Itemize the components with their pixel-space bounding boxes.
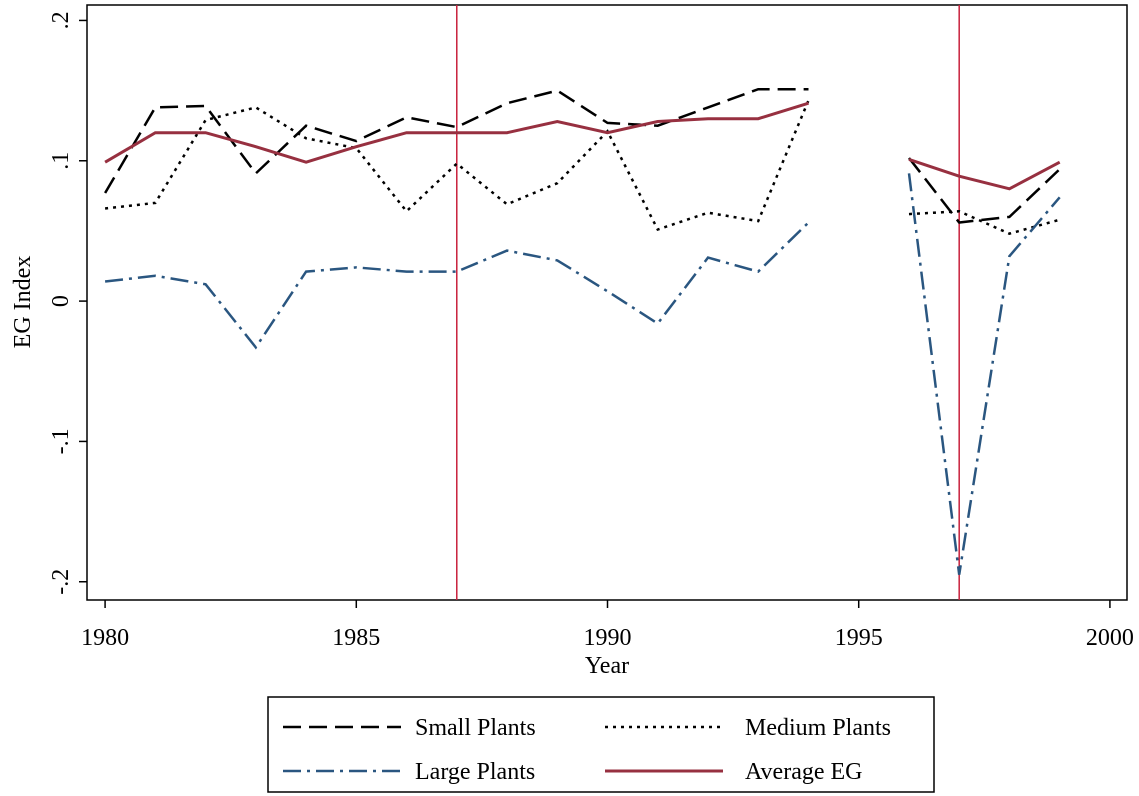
y-axis-title: EG Index — [10, 256, 36, 349]
x-tick-label: 1995 — [835, 625, 883, 651]
plot-frame — [86, 4, 1128, 601]
legend-label: Average EG — [745, 759, 863, 785]
y-tick-label: -.1 — [48, 428, 74, 454]
y-tick-label: 0 — [48, 295, 74, 307]
y-tick-label: .1 — [48, 152, 74, 170]
series-line — [104, 87, 1061, 224]
x-tick-label: 1980 — [81, 625, 129, 651]
x-tick-label: 2000 — [1086, 625, 1134, 651]
x-axis-title: Year — [585, 653, 629, 679]
x-tick-label: 1985 — [332, 625, 380, 651]
x-tick-label: 1990 — [584, 625, 632, 651]
legend-box — [267, 696, 935, 793]
series-line — [104, 173, 1061, 575]
series-line — [104, 99, 1061, 236]
y-tick-label: .2 — [48, 11, 74, 29]
legend-label: Medium Plants — [745, 715, 891, 741]
legend-label: Small Plants — [415, 715, 536, 741]
y-tick-label: -.2 — [48, 569, 74, 595]
series-line — [104, 101, 1061, 191]
legend-label: Large Plants — [415, 759, 535, 785]
